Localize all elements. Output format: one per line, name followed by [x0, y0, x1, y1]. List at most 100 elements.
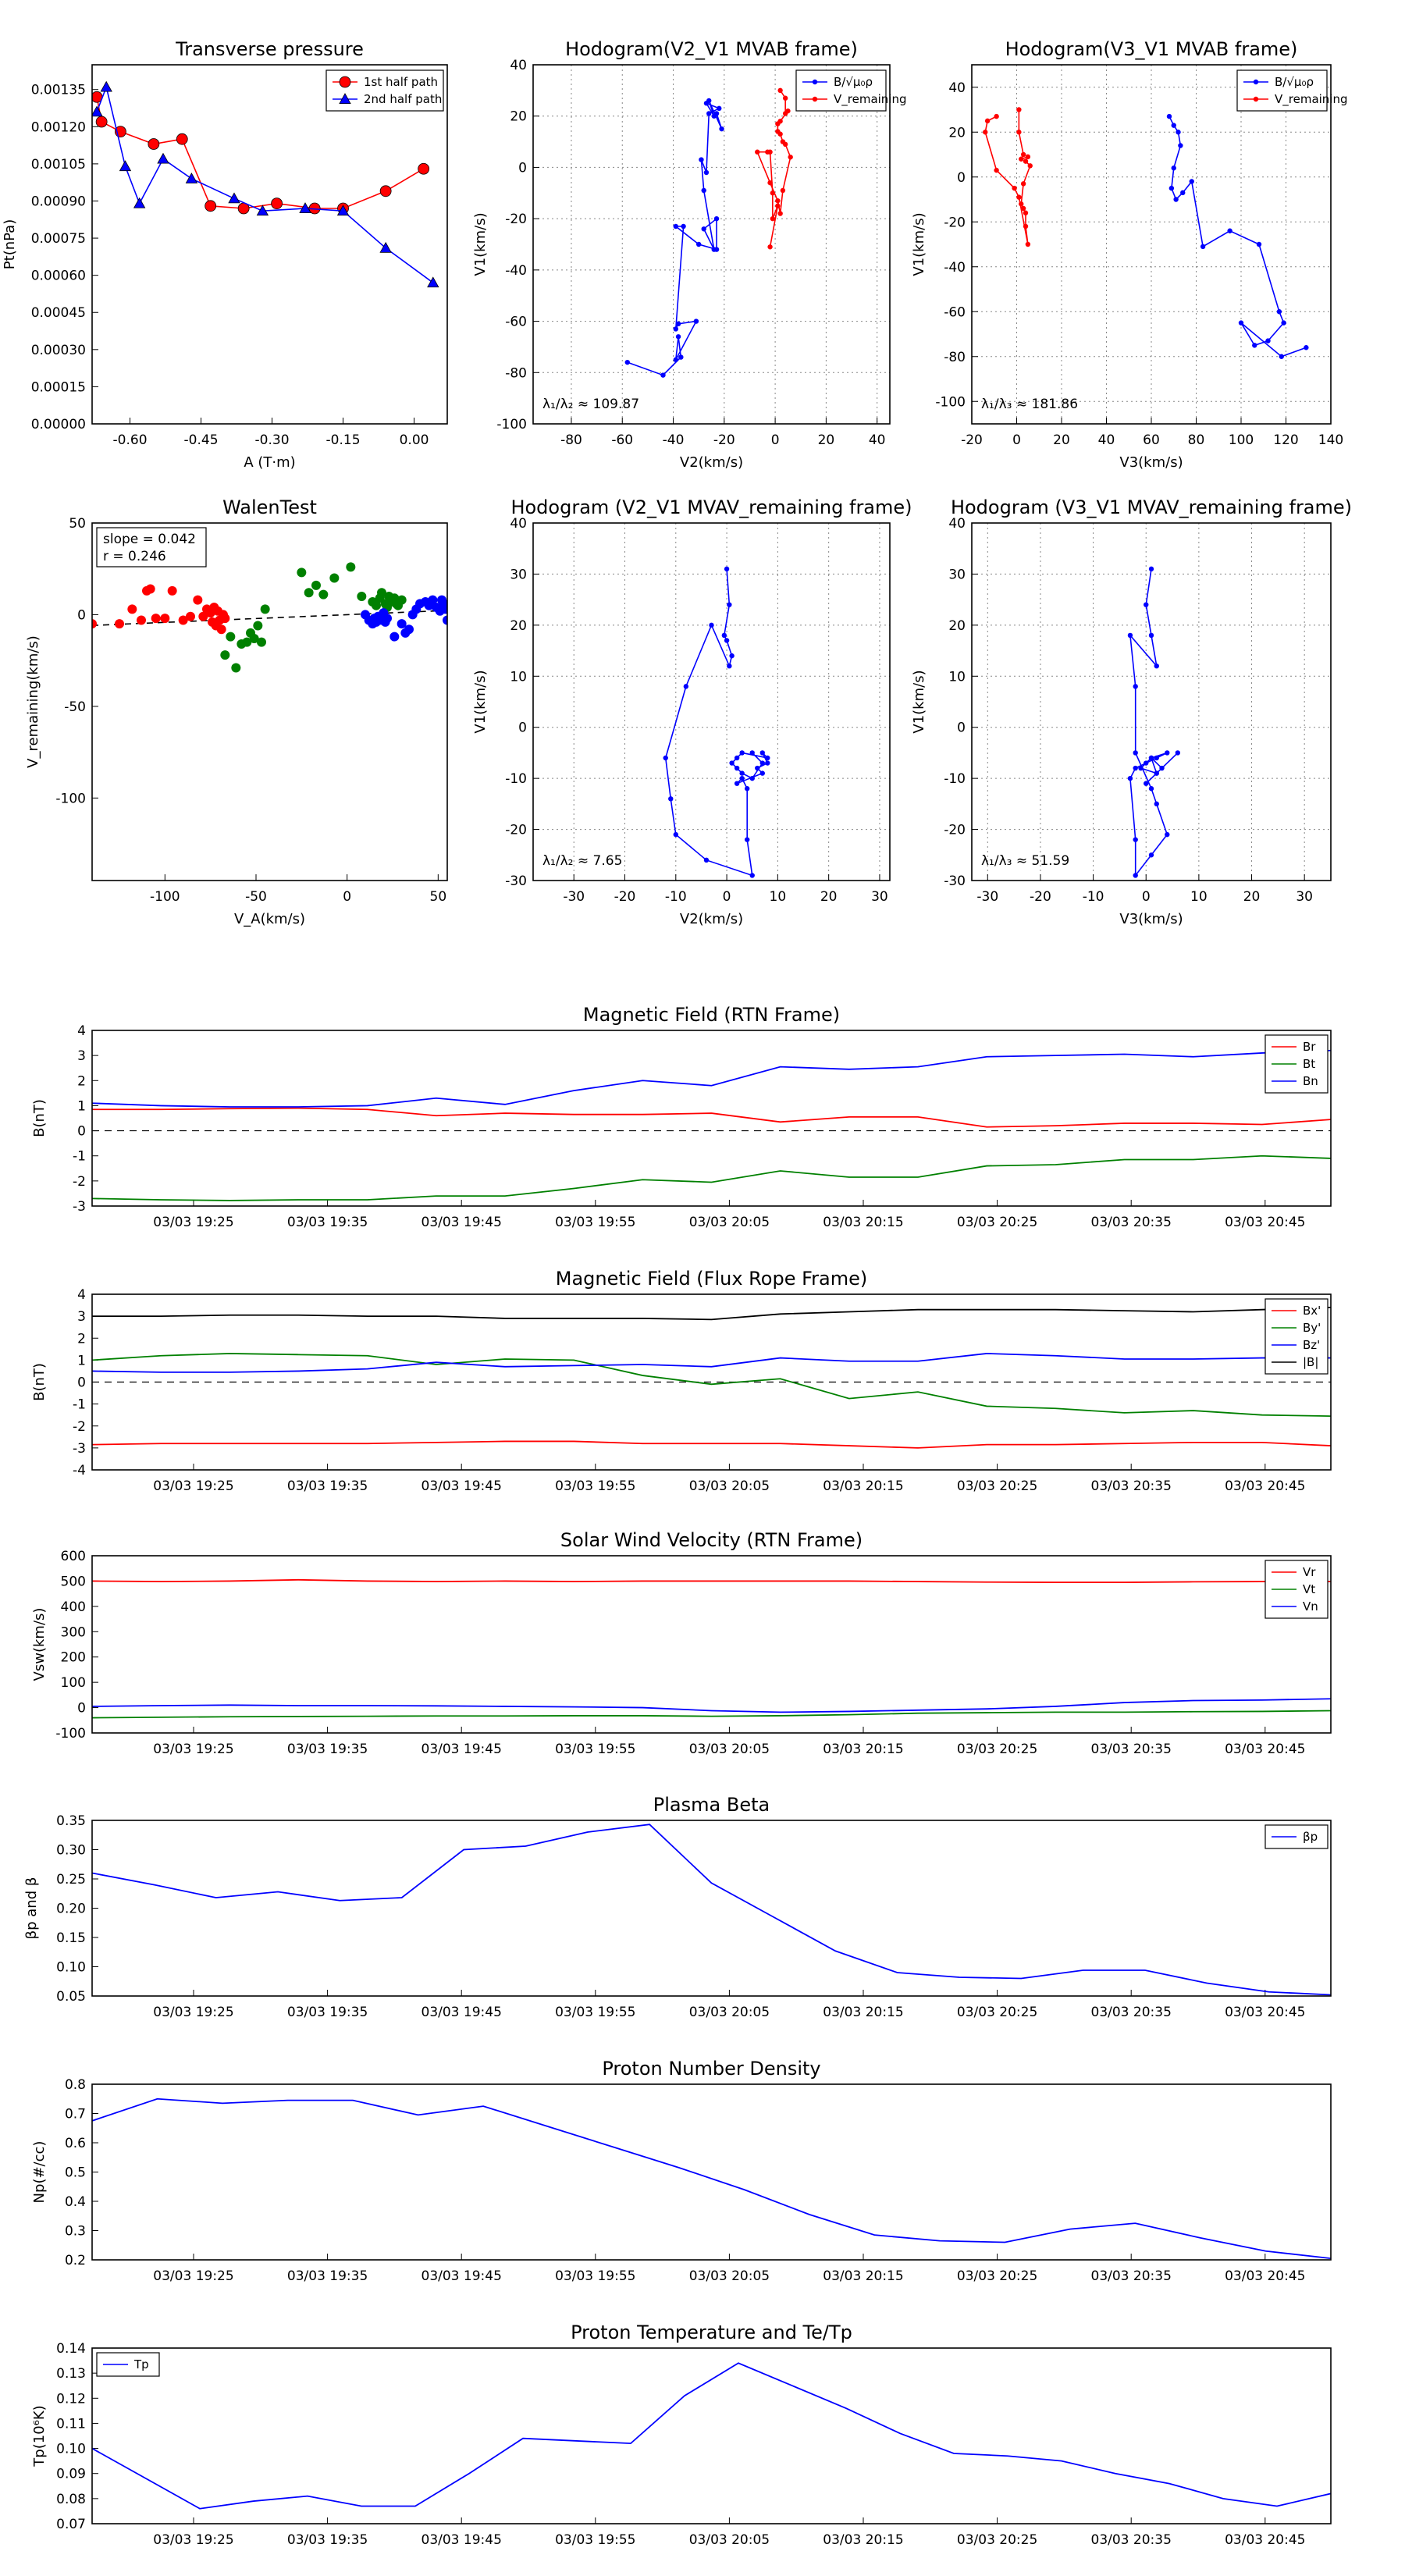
y-tick-label: 0.11 — [56, 2416, 86, 2432]
y-tick-label: -1 — [73, 1149, 86, 1165]
x-tick-label: 50 — [430, 889, 447, 905]
x-tick-label: 03/03 20:15 — [823, 1742, 903, 1757]
x-tick-label: 03/03 19:25 — [153, 1215, 233, 1230]
x-tick-label: -0.60 — [113, 432, 148, 448]
x-tick-label: 03/03 19:25 — [153, 2532, 233, 2548]
data-point — [186, 611, 195, 621]
data-point — [777, 131, 783, 137]
y-tick-label: 30 — [948, 567, 966, 582]
x-tick-label: 03/03 20:35 — [1091, 2532, 1172, 2548]
plot-frame — [91, 64, 448, 425]
y-axis-label: V1(km/s) — [911, 212, 927, 276]
data-point — [755, 149, 760, 155]
y-tick-label: 2 — [77, 1331, 86, 1347]
data-point — [1133, 750, 1138, 756]
y-tick-label: -30 — [944, 873, 966, 889]
legend-label: Br — [1303, 1040, 1316, 1054]
legend-label: 2nd half path — [364, 92, 442, 106]
data-point — [1279, 354, 1284, 359]
annotation-line: slope = 0.042 — [103, 532, 196, 547]
data-point — [1016, 130, 1022, 135]
x-tick-label: 03/03 19:25 — [153, 2005, 233, 2020]
data-point — [377, 588, 386, 598]
y-axis-label: V1(km/s) — [472, 212, 489, 276]
data-point — [759, 750, 765, 756]
data-point — [1138, 765, 1144, 771]
series-line — [92, 1440, 1331, 1449]
ratio-annotation: λ₁/λ₃ ≈ 51.59 — [981, 853, 1069, 869]
data-point — [724, 638, 730, 643]
x-tick-label: 03/03 19:55 — [555, 1215, 635, 1230]
data-point — [1171, 123, 1176, 128]
data-point — [782, 141, 788, 148]
series-line — [92, 1107, 1331, 1128]
y-axis-label: V1(km/s) — [911, 670, 927, 733]
data-point — [1148, 632, 1154, 639]
plot-area — [92, 2362, 1331, 2510]
x-tick-label: -20 — [961, 432, 983, 448]
data-point — [675, 334, 681, 340]
data-point — [788, 155, 793, 160]
series-line — [92, 1823, 1331, 1996]
panel-title: Solar Wind Velocity (RTN Frame) — [560, 1529, 863, 1551]
legend: B/√μ₀ρ V_remaining — [795, 69, 907, 112]
y-tick-label: 0.00105 — [31, 157, 86, 173]
y-tick-label: 0.3 — [65, 2224, 86, 2240]
data-point — [1173, 197, 1179, 202]
x-tick-label: 03/03 19:25 — [153, 1742, 233, 1757]
y-tick-label: -4 — [73, 1463, 86, 1478]
data-point — [695, 241, 702, 247]
data-point — [994, 113, 999, 119]
data-point — [745, 786, 750, 792]
data-point — [304, 588, 314, 598]
panel-title: Magnetic Field (RTN Frame) — [583, 1004, 840, 1026]
x-tick-label: 03/03 20:45 — [1225, 1742, 1305, 1757]
legend: βp — [1264, 1824, 1329, 1849]
y-tick-label: 0 — [957, 720, 966, 736]
ratio-annotation: λ₁/λ₂ ≈ 109.87 — [542, 397, 639, 412]
data-point — [624, 359, 630, 365]
y-tick-label: 50 — [69, 516, 86, 532]
data-point — [249, 633, 259, 643]
series-line — [92, 1710, 1331, 1719]
data-point — [734, 755, 740, 761]
data-point — [663, 755, 668, 761]
data-point — [133, 197, 146, 208]
y-tick-label: 0.10 — [56, 2442, 86, 2457]
y-axis-label: V1(km/s) — [472, 670, 489, 733]
legend-marker — [339, 93, 351, 105]
x-tick-label: -60 — [611, 432, 633, 448]
x-tick-label: 03/03 20:35 — [1091, 1215, 1172, 1230]
data-point — [755, 765, 760, 771]
y-tick-label: 0.35 — [56, 1813, 86, 1829]
legend-marker — [812, 96, 818, 102]
data-point — [1016, 107, 1022, 112]
data-point — [271, 197, 283, 210]
legend-marker — [812, 79, 818, 85]
series-line — [92, 1049, 1331, 1108]
panel-12: Proton Temperature and Te/Tp 03/03 19:25 0… — [31, 2322, 1332, 2548]
data-point — [775, 121, 781, 126]
y-tick-label: 3 — [77, 1048, 86, 1064]
y-tick-label: -20 — [944, 215, 966, 230]
y-tick-label: -40 — [505, 263, 527, 279]
x-tick-label: 03/03 20:25 — [957, 2268, 1037, 2284]
x-tick-label: 03/03 20:15 — [823, 2005, 903, 2020]
data-point — [703, 169, 710, 176]
data-point — [1166, 113, 1172, 119]
x-tick-label: 03/03 19:25 — [153, 2268, 233, 2284]
data-point — [749, 873, 755, 878]
x-tick-label: 03/03 19:45 — [422, 1215, 502, 1230]
panel-9: Solar Wind Velocity (RTN Frame) 03/03 19:… — [31, 1529, 1332, 1757]
x-tick-label: 03/03 19:35 — [287, 2532, 368, 2548]
y-axis-label: V_remaining(km/s) — [25, 635, 41, 768]
legend-label: Bn — [1303, 1074, 1318, 1088]
panel-title: Hodogram(V2_V1 MVAB frame) — [565, 38, 858, 60]
y-tick-label: 20 — [948, 125, 966, 141]
data-point — [683, 684, 689, 689]
data-point — [1144, 760, 1149, 766]
y-tick-label: 600 — [61, 1549, 86, 1564]
data-point — [699, 157, 704, 162]
x-tick-label: 100 — [1229, 432, 1254, 448]
data-point — [1133, 837, 1138, 842]
